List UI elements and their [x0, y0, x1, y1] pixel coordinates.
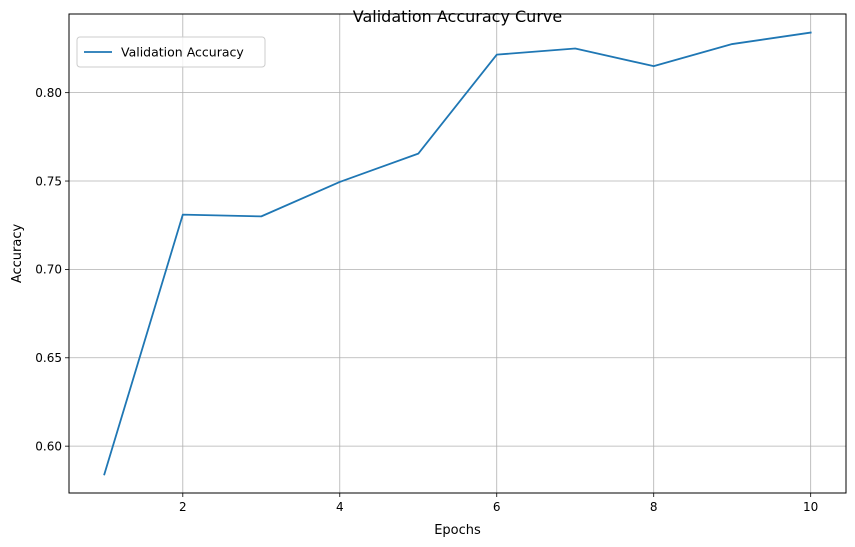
y-tick-label: 0.75 [35, 174, 62, 188]
legend-box [76, 36, 266, 68]
x-tick-label: 6 [493, 500, 501, 514]
y-tick-label: 0.60 [35, 439, 62, 453]
x-tick-label: 10 [803, 500, 818, 514]
grid-lines [69, 14, 846, 493]
y-axis-label: Accuracy [10, 224, 25, 284]
x-tick-label: 2 [179, 500, 187, 514]
x-axis-ticks: 2 4 6 8 10 [179, 493, 818, 514]
y-axis-ticks: 0.60 0.65 0.70 0.75 0.80 [35, 86, 69, 453]
legend-label: Validation Accuracy [121, 45, 244, 60]
x-tick-label: 8 [650, 500, 658, 514]
series-layer [103, 31, 812, 476]
x-axis-label: Epochs [434, 523, 481, 538]
y-tick-label: 0.65 [35, 351, 62, 365]
series-line [103, 31, 812, 476]
y-tick-label: 0.80 [35, 86, 62, 100]
plot-frame [68, 13, 847, 494]
y-tick-label: 0.70 [35, 263, 62, 277]
chart-title: Validation Accuracy Curve [353, 7, 562, 26]
x-tick-label: 4 [336, 500, 344, 514]
legend: Validation Accuracy [76, 36, 266, 68]
